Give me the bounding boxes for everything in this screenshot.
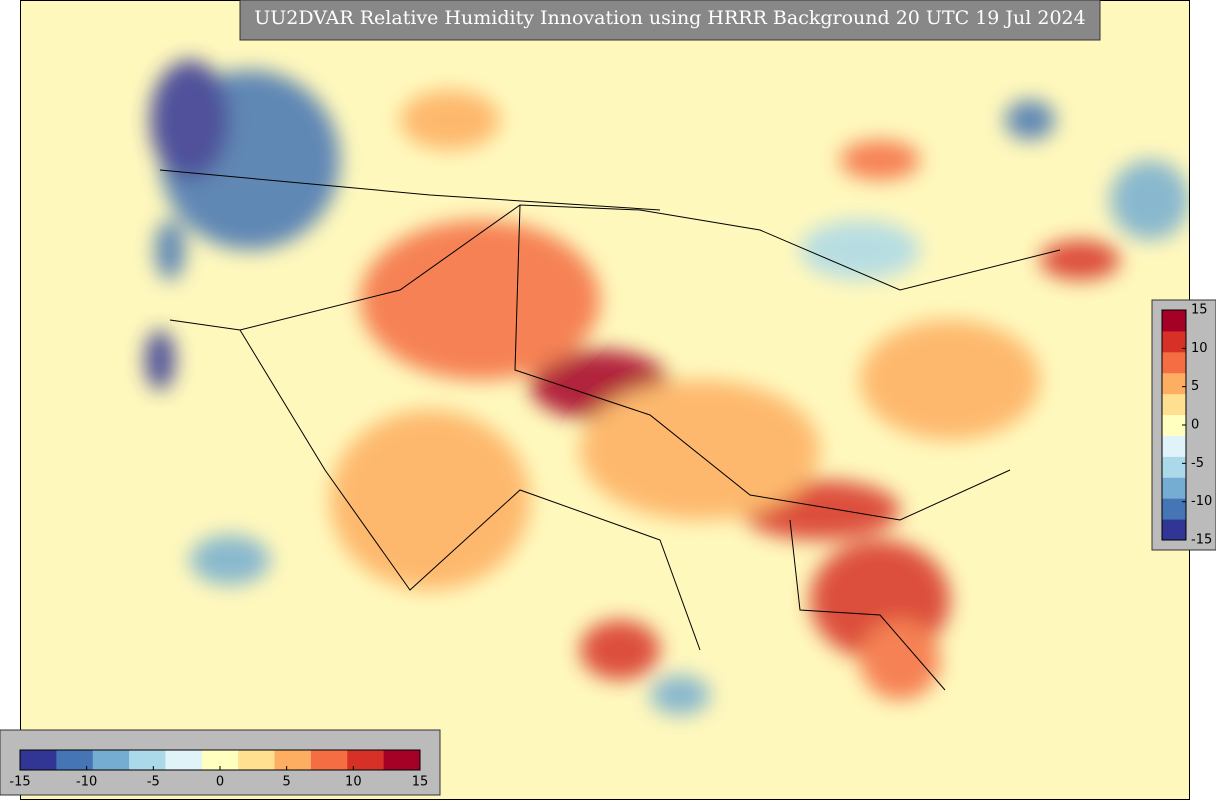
colorbar-segment: [165, 750, 203, 770]
colorbar-segment: [1162, 351, 1186, 374]
colorbar-tick-label: -15: [9, 775, 30, 790]
colorbar-segment: [383, 750, 421, 770]
colorbar-segment: [129, 750, 166, 770]
borders: [159, 169, 1061, 691]
colorbar-tick-label: 15: [1191, 303, 1208, 318]
colorbar-segment: [1162, 498, 1186, 520]
colorbar-tick-label: 5: [1191, 379, 1199, 394]
colorbar-segment: [1162, 477, 1186, 499]
colorbar-segment: [56, 750, 94, 770]
colorbar-tick-label: 5: [283, 775, 291, 790]
title-box: [239, 0, 1101, 41]
colorbar-segment: [1162, 435, 1186, 457]
colorbar-tick-label: 15: [412, 775, 429, 790]
colorbar-tick-label: 10: [1191, 341, 1208, 356]
colorbar-segment: [1162, 372, 1186, 395]
colorbar-segment: [1162, 414, 1186, 436]
colorbar-segment: [310, 750, 348, 770]
colorbar-segment: [1162, 456, 1186, 478]
colorbar-tick-label: 0: [216, 775, 224, 790]
colorbar-segment: [1162, 393, 1186, 416]
colorbar-segment: [1162, 330, 1186, 353]
colorbar-tick-label: -10: [1191, 494, 1212, 509]
map-field: [20, 0, 1190, 800]
map-title: UU2DVAR Relative Humidity Innovation usi…: [254, 7, 1086, 29]
colorbar-tick-label: 10: [345, 775, 362, 790]
colorbar-tick-label: -5: [147, 775, 160, 790]
colorbar-segment: [1162, 519, 1186, 541]
colorbar-tick-label: -15: [1191, 533, 1212, 548]
colorbar-right: 15 10 5 0 -5 -10 -15: [1151, 299, 1216, 551]
colorbar-segment: [274, 750, 312, 770]
colorbar-segment: [1162, 310, 1186, 332]
colorbar-tick-label: 0: [1191, 418, 1199, 433]
colorbar-segment: [20, 750, 57, 770]
colorbar-segment: [238, 750, 276, 770]
colorbar-tick-label: -5: [1191, 456, 1204, 471]
colorbar-tick-label: -10: [76, 775, 97, 790]
colorbar-segment: [92, 750, 130, 770]
colorbar-bottom: -15 -10 -5 0 5 10 15: [0, 729, 441, 796]
colorbar-segment: [347, 750, 385, 770]
colorbar-segment: [201, 750, 239, 770]
